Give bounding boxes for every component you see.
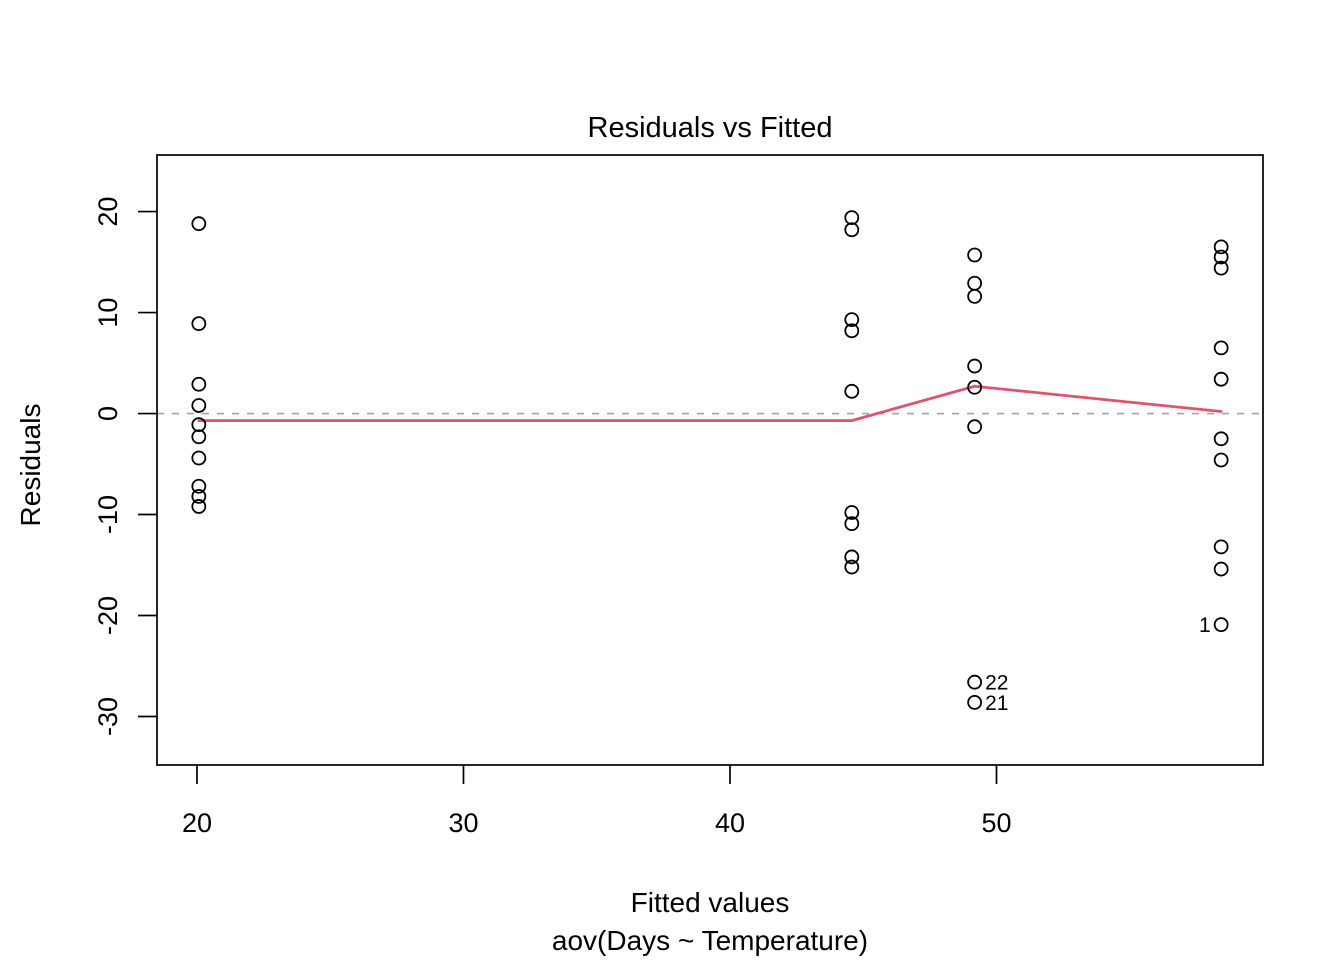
y-axis-label: Residuals — [15, 403, 46, 527]
data-point — [191, 429, 207, 445]
data-point — [844, 549, 860, 565]
data-point — [1213, 260, 1229, 276]
x-axis-title-block: Fitted values aov(Days ~ Temperature) — [157, 884, 1263, 960]
data-point — [191, 488, 207, 504]
data-point — [191, 398, 207, 413]
outlier-label: 1 — [1199, 614, 1211, 637]
y-axis-tick-label: 0 — [93, 406, 123, 421]
y-axis-tick-label: 10 — [93, 298, 123, 328]
data-point — [967, 379, 983, 395]
data-point — [844, 222, 860, 238]
outlier-label: 21 — [985, 692, 1008, 715]
smoother-line — [197, 384, 1223, 423]
data-point — [844, 505, 860, 520]
data-point — [1213, 340, 1229, 356]
data-point — [967, 288, 983, 304]
data-point — [967, 275, 983, 291]
data-point — [191, 499, 207, 514]
data-point — [844, 210, 860, 226]
y-axis-tick-label: -10 — [93, 495, 123, 534]
outlier-point — [967, 674, 983, 690]
data-point — [191, 478, 207, 494]
plot-frame — [156, 154, 1264, 766]
data-point — [844, 312, 860, 328]
y-axis-tick-label: 20 — [93, 197, 123, 227]
outlier-point — [1213, 617, 1229, 633]
data-point — [1213, 249, 1229, 265]
data-point — [1213, 431, 1229, 447]
data-point — [1213, 239, 1229, 255]
data-point — [967, 358, 983, 374]
outlier-label: 22 — [985, 672, 1008, 695]
data-point — [1213, 539, 1229, 555]
x-axis-label: Fitted values — [630, 887, 790, 918]
data-point — [844, 383, 860, 399]
x-axis-tick-label: 20 — [182, 808, 212, 838]
data-point — [967, 247, 983, 263]
outlier-point — [967, 694, 983, 710]
data-point — [191, 316, 207, 332]
plot-title: Residuals vs Fitted — [587, 112, 833, 144]
data-point — [1213, 561, 1229, 577]
x-axis-sublabel: aov(Days ~ Temperature) — [551, 925, 869, 956]
x-axis-tick-label: 40 — [715, 808, 745, 838]
y-axis-tick-label: -30 — [93, 697, 123, 736]
data-point — [844, 323, 860, 339]
data-point — [844, 516, 860, 532]
data-point — [844, 559, 860, 575]
data-point — [1213, 452, 1229, 468]
x-axis-tick-label: 50 — [981, 808, 1011, 838]
data-point — [1213, 371, 1229, 387]
y-axis-tick-label: -20 — [93, 596, 123, 635]
data-point — [191, 450, 207, 466]
data-point — [191, 216, 207, 232]
data-point — [191, 376, 207, 392]
data-point — [967, 419, 983, 435]
x-axis-tick-label: 30 — [448, 808, 478, 838]
